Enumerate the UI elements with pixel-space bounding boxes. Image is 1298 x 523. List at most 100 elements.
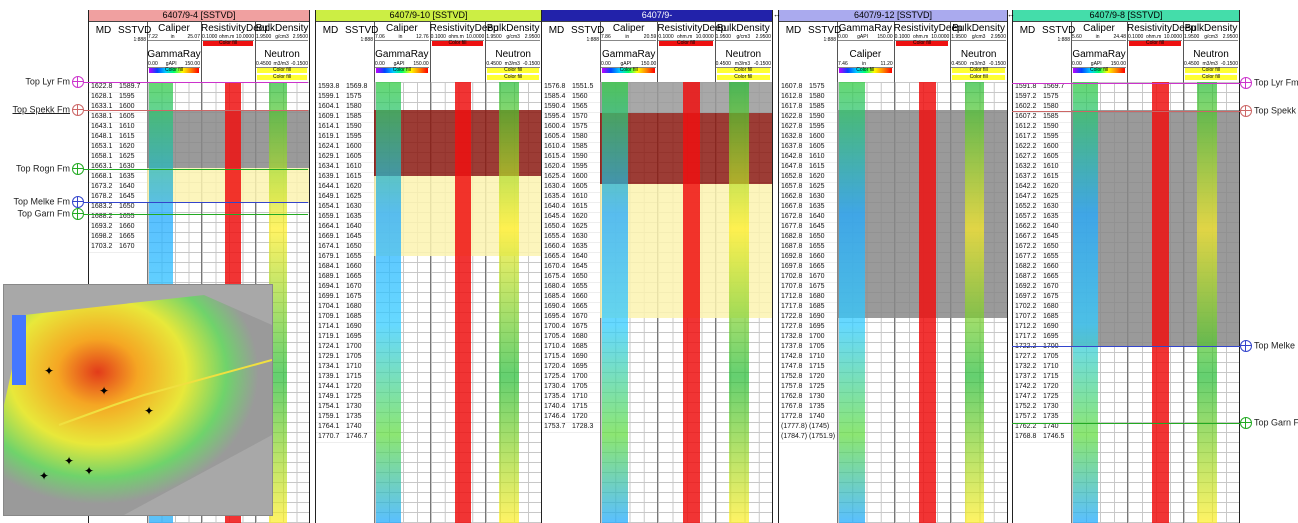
well-panel[interactable]: 6407/9-10 [SSTVD] MD SSTVD 1:888 Caliper 7.06…	[315, 10, 542, 523]
fill-swatch: Color fill	[1129, 41, 1181, 46]
formation-marker[interactable]: Top Melke Fm	[13, 196, 84, 208]
md-value: 1644.1	[318, 183, 340, 190]
crosshair-icon	[72, 208, 84, 220]
formation-marker[interactable]: Top Garn Fm	[17, 208, 84, 220]
sstvd-value: (1751.9)	[809, 433, 836, 440]
fill-swatch	[257, 41, 307, 46]
well-title[interactable]: 6407/9-8 [SSTVD]	[1013, 10, 1239, 22]
sstvd-value: 1670	[572, 313, 588, 320]
md-label: MD	[322, 25, 339, 36]
scale-min: 0.4500	[951, 61, 967, 67]
depth-row: 1747.2 1725	[1013, 392, 1071, 403]
resistivity-fill	[919, 82, 937, 523]
sstvd-value: 1730	[346, 403, 362, 410]
depth-row: 1737.2 1715	[1013, 372, 1071, 383]
md-value: 1602.2	[1015, 103, 1037, 110]
sstvd-value: 1640	[809, 213, 825, 220]
track-scale-secondary: 0.4500 m3/m3 -0.1500	[486, 61, 540, 68]
well-panel[interactable]: 6407/9-12 [SSTVD] MD SSTVD 1:888 GammaRay 0.0…	[778, 10, 1008, 523]
scroll-arrows-icon[interactable]: ↔	[773, 10, 781, 19]
well-title[interactable]: 6407/9-	[542, 10, 772, 22]
formation-marker[interactable]: Top Lyr Fm	[1240, 77, 1298, 89]
density-fill	[268, 82, 288, 523]
formation-marker[interactable]: Top Rogn Fm	[16, 163, 84, 175]
md-value: 1690.4	[544, 303, 566, 310]
sstvd-value: 1595	[809, 123, 825, 130]
md-value: 1600.4	[544, 123, 566, 130]
scroll-arrows-icon[interactable]: ↔	[1007, 10, 1015, 19]
map-inset[interactable]: ✦ ✦ ✦ ✦ ✦ ✦	[3, 284, 273, 516]
md-value: 1684.1	[318, 263, 340, 270]
track-scale: 1.9500 g/cm3 2.9500	[256, 34, 308, 41]
fill-swatch	[487, 41, 539, 46]
depth-row: 1767.8 1735	[779, 402, 837, 413]
sstvd-value: 1569.7	[1043, 83, 1065, 90]
depth-row: 1753.7 1728.3	[542, 422, 600, 433]
depth-row: 1668.1 1635	[89, 172, 147, 183]
depth-row: 1644.1 1620	[316, 182, 374, 193]
scale-unit: g/cm3	[1204, 34, 1218, 40]
sstvd-value: 1725	[1043, 393, 1059, 400]
depth-row: 1704.1 1680	[316, 302, 374, 313]
sstvd-value: 1735	[346, 413, 362, 420]
sstvd-value: 1690	[809, 313, 825, 320]
sstvd-value: 1700	[572, 373, 588, 380]
md-value: 1660.4	[544, 243, 566, 250]
well-title[interactable]: 6407/9-4 [SSTVD]	[89, 10, 309, 22]
depth-row: 1590.4 1565	[542, 102, 600, 113]
sstvd-value: 1590	[346, 123, 362, 130]
scale-min: 7.22	[148, 34, 158, 40]
sstvd-value: 1635	[346, 213, 362, 220]
track-title-secondary: GammaRay	[1072, 49, 1126, 60]
track-scale-secondary: 0.00 gAPI 150.00	[601, 61, 657, 68]
depth-surface	[4, 295, 272, 515]
well-title[interactable]: 6407/9-10 [SSTVD]	[316, 10, 541, 22]
sstvd-value: 1585	[1043, 113, 1059, 120]
depth-row: 1669.1 1645	[316, 232, 374, 243]
md-value: 1620.4	[544, 163, 566, 170]
well-panel[interactable]: 6407/9-8 [SSTVD] MD SSTVD 1:888 Caliper 5.60 i…	[1012, 10, 1240, 523]
formation-marker[interactable]: Top Lyr Fm	[25, 76, 84, 88]
depth-row: 1722.8 1690	[779, 312, 837, 323]
md-value: 1739.1	[318, 373, 340, 380]
track-header-cell: BulkDensity 1.9500 g/cm3 2.9500 Neutron 0.450…	[1183, 22, 1239, 82]
formation-marker[interactable]: Top Spekk Fm	[12, 104, 84, 116]
md-value: 1712.2	[1015, 323, 1037, 330]
depth-row: 1659.1 1635	[316, 212, 374, 223]
scale-max: 150.00	[877, 34, 893, 40]
depth-row: 1654.1 1630	[316, 202, 374, 213]
md-value: 1622.8	[781, 113, 803, 120]
track-header-cell: Caliper 7.86 in 20.59 GammaRay 0.00 gAPI 150.00…	[600, 22, 659, 82]
depth-row: 1604.1 1580	[316, 102, 374, 113]
formation-marker[interactable]: Top Garn F	[1240, 417, 1298, 429]
depth-row: 1622.8 1590	[779, 112, 837, 123]
scale-min: 0.1000	[894, 34, 910, 40]
md-value: 1734.1	[318, 363, 340, 370]
md-value: 1677.2	[1015, 253, 1037, 260]
formation-marker[interactable]: Top Spekk	[1240, 105, 1296, 117]
md-value: 1630.4	[544, 183, 566, 190]
sstvd-value: 1645	[572, 263, 588, 270]
md-value: 1695.4	[544, 313, 566, 320]
sstvd-value: 1640	[346, 223, 362, 230]
fill-swatch	[376, 41, 428, 46]
md-value: 1722.8	[781, 313, 803, 320]
md-value: 1724.1	[318, 343, 340, 350]
sstvd-value: 1620	[1043, 183, 1059, 190]
well-title[interactable]: 6407/9-12 [SSTVD]	[779, 10, 1007, 22]
sstvd-value: 1595	[572, 163, 588, 170]
scale-max: 2.9500	[990, 34, 1006, 40]
md-value: 1664.1	[318, 223, 340, 230]
track-title: ResistivityDeep	[429, 23, 499, 34]
sstvd-value: 1725	[809, 383, 825, 390]
md-value: 1689.1	[318, 273, 340, 280]
md-value: 1700.4	[544, 323, 566, 330]
sstvd-value: 1650	[119, 203, 135, 210]
md-label: MD	[785, 25, 802, 36]
scale-unit: m3/m3	[504, 61, 520, 67]
well-panel[interactable]: 6407/9- MD SSTVD 1:888 Caliper 7.86 in 20.59 Gam…	[541, 10, 773, 523]
formation-marker[interactable]: Top Melke F	[1240, 340, 1298, 352]
sstvd-value: 1730	[1043, 403, 1059, 410]
depth-row: 1593.8 1569.8	[316, 82, 374, 93]
log-body: 1593.8 1569.8 1599.1 1575 1604.1 1580 1609.1 15…	[316, 82, 541, 523]
